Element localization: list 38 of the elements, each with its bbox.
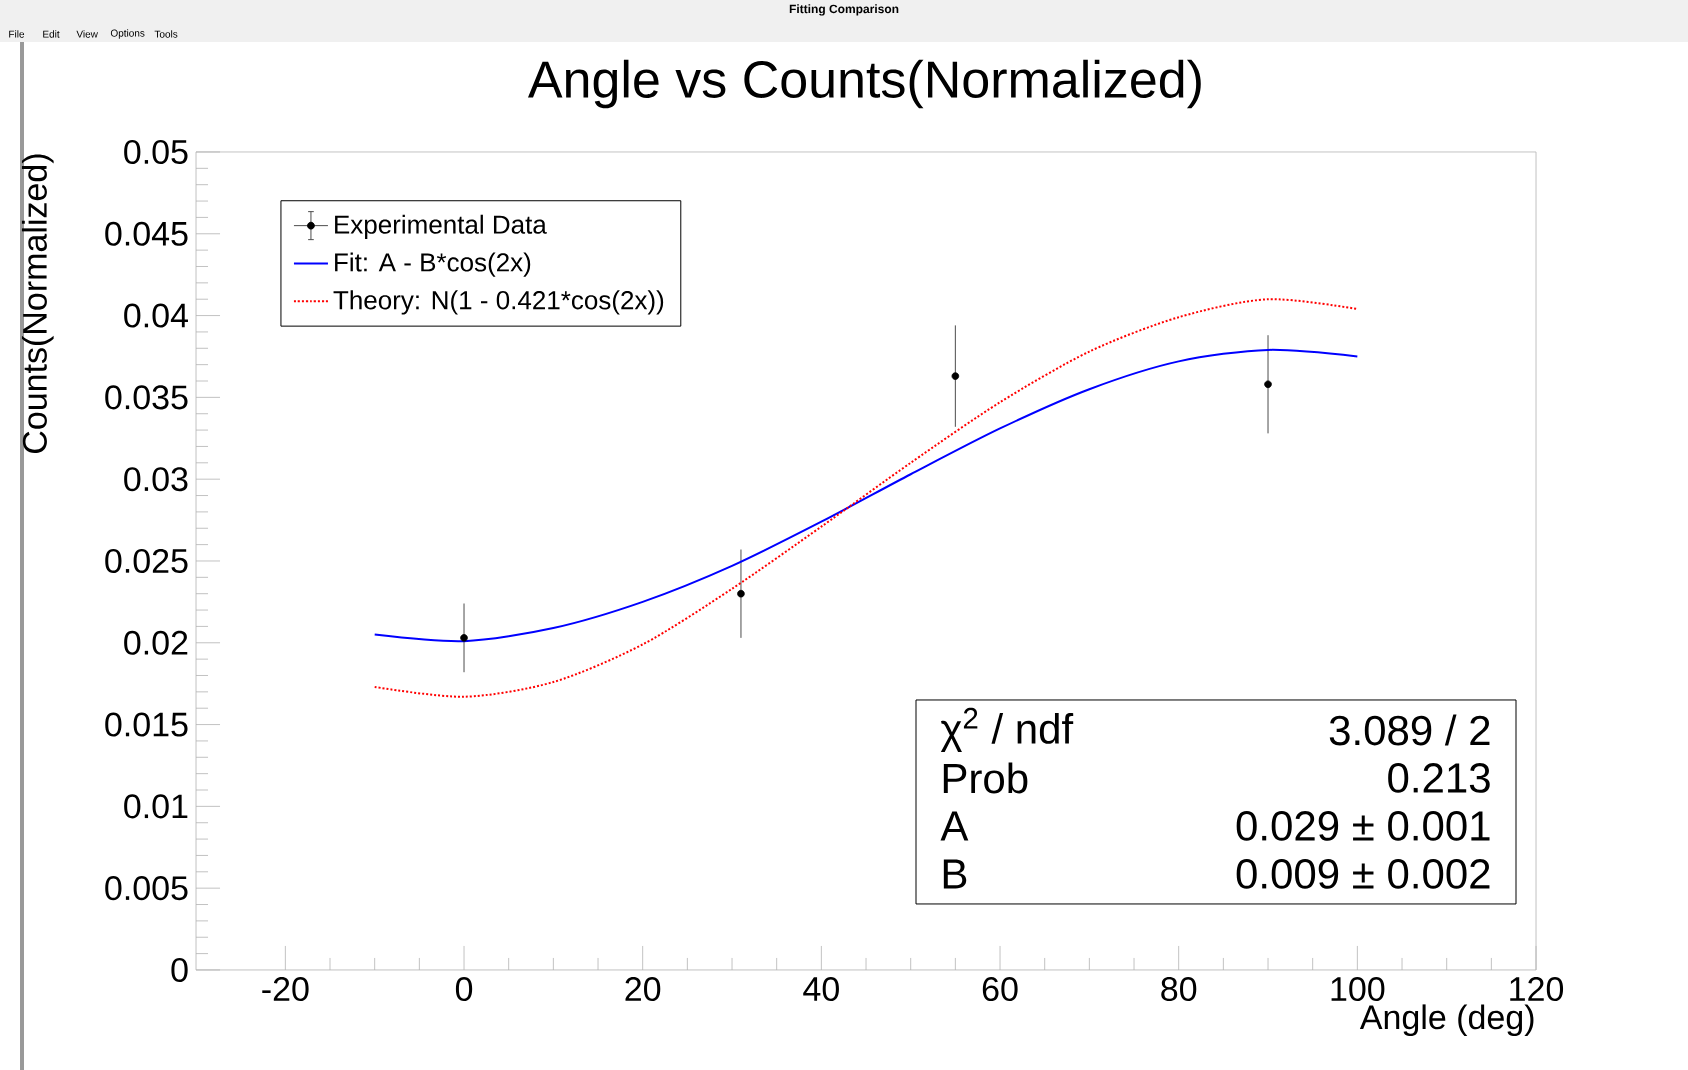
annotation: 0.009 ± 0.002 (1236, 859, 1490, 889)
legend-label: Fit: A - B*cos(2x) (335, 252, 531, 277)
point (1264, 380, 1272, 389)
x-axis-title: Angle (deg) (1359, 1004, 1534, 1037)
chart-title: Angle vs Counts(Normalized) (527, 59, 1201, 109)
point (460, 634, 468, 642)
annotation: A (940, 811, 969, 841)
annotation: Prob (943, 762, 1028, 794)
x-tick-label: -20 (262, 977, 309, 1002)
y-tick-label: 0.03 (124, 467, 188, 492)
annotation: 0.213 (1388, 763, 1490, 793)
x-tick-label: 0 (455, 977, 473, 1002)
legend-label: Theory: N(1 - 0.421*cos(2x)) (333, 290, 664, 315)
y-tick-label: 0.045 (105, 221, 188, 246)
x-tick-label: 120 (1510, 977, 1564, 1002)
y-tick-label: 0.02 (124, 630, 188, 655)
x-tick-label: 60 (982, 977, 1018, 1002)
y-tick-label: 0.05 (124, 139, 188, 165)
annotation: 0.029 ± 0.001 (1236, 811, 1490, 841)
point (737, 589, 745, 598)
annotation: 3.089 / 2 (1329, 714, 1490, 746)
y-tick-label: 0.035 (105, 385, 188, 410)
y-axis-title: Counts(Normalized) (21, 154, 54, 453)
x-tick-label: 20 (625, 977, 661, 1002)
line-series (373, 348, 1359, 643)
y-tick-label: 0.025 (105, 548, 188, 574)
y-tick-label: 0.005 (105, 876, 188, 901)
point (951, 372, 960, 380)
x-tick-label: 100 (1331, 977, 1385, 1002)
y-tick-label: 0.015 (105, 712, 188, 737)
x-tick-label: 80 (1161, 977, 1197, 1002)
y-tick-label: 0.01 (124, 794, 188, 819)
annotation: χ$^{2}$ / ndf (940, 707, 1074, 753)
annotation: B (943, 859, 967, 889)
y-tick-label: 0.04 (124, 303, 188, 328)
legend-label: Experimental Data (335, 214, 547, 239)
x-tick-label: 40 (803, 977, 839, 1002)
y-tick-label: 0 (171, 957, 188, 983)
